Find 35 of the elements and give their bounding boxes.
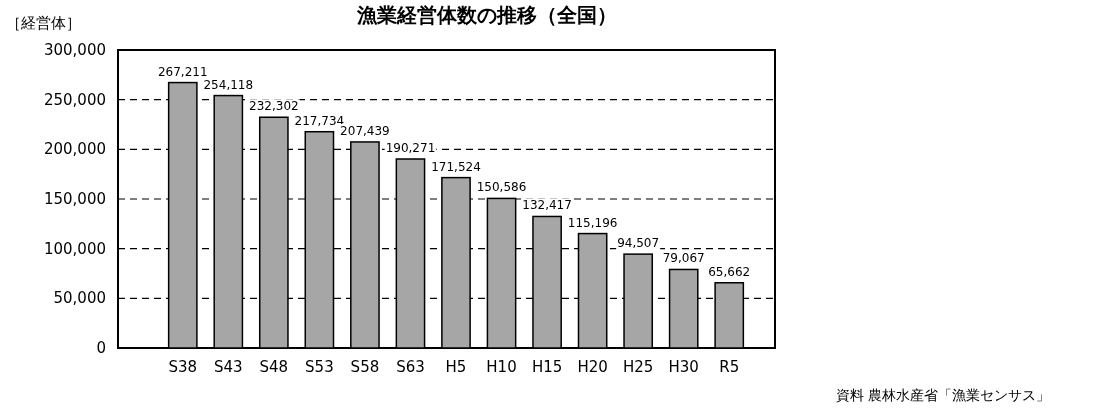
x-tick-label: S38 bbox=[168, 358, 198, 376]
x-tick-label: H15 bbox=[531, 358, 563, 376]
data-label: 65,662 bbox=[708, 264, 751, 279]
x-tick-label: S43 bbox=[214, 358, 243, 376]
data-label: 150,586 bbox=[476, 180, 527, 195]
x-tick-label: S53 bbox=[305, 358, 334, 376]
data-label: 207,439 bbox=[340, 123, 390, 138]
data-label: 254,118 bbox=[203, 77, 254, 92]
x-tick-label: H30 bbox=[668, 358, 699, 376]
x-tick-label: H20 bbox=[577, 358, 608, 376]
x-tick-label: S63 bbox=[396, 358, 425, 376]
data-label: 171,524 bbox=[431, 159, 481, 174]
data-label: 232,302 bbox=[249, 99, 299, 114]
x-tick-label: S48 bbox=[259, 358, 289, 376]
y-tick-label: 0 bbox=[96, 339, 106, 357]
y-tick-label: 250,000 bbox=[43, 90, 106, 109]
data-label: 267,211 bbox=[157, 64, 208, 79]
data-label: 115,196 bbox=[567, 215, 618, 230]
chart-title: 漁業経営体数の推移（全国） bbox=[355, 3, 617, 27]
x-tick-label: R5 bbox=[719, 358, 740, 376]
x-tick-label: H5 bbox=[445, 358, 467, 376]
data-label: 94,507 bbox=[617, 236, 660, 251]
x-tick-label: S58 bbox=[350, 358, 380, 376]
data-label: 190,271 bbox=[385, 141, 436, 155]
x-tick-label: H25 bbox=[622, 358, 654, 376]
y-tick-label: 150,000 bbox=[43, 190, 106, 208]
y-axis-title: ［経営体］ bbox=[6, 14, 81, 32]
x-tick-label: H10 bbox=[486, 358, 517, 376]
text: 資料 農林水産省「漁業センサス」 bbox=[835, 387, 1050, 403]
y-tick-label: 200,000 bbox=[43, 140, 106, 159]
y-tick-label: 100,000 bbox=[43, 239, 106, 258]
y-tick-label: 50,000 bbox=[53, 289, 106, 308]
data-label: 79,067 bbox=[662, 251, 705, 266]
y-tick-label: 300,000 bbox=[43, 41, 106, 59]
data-label: 132,417 bbox=[522, 198, 572, 213]
